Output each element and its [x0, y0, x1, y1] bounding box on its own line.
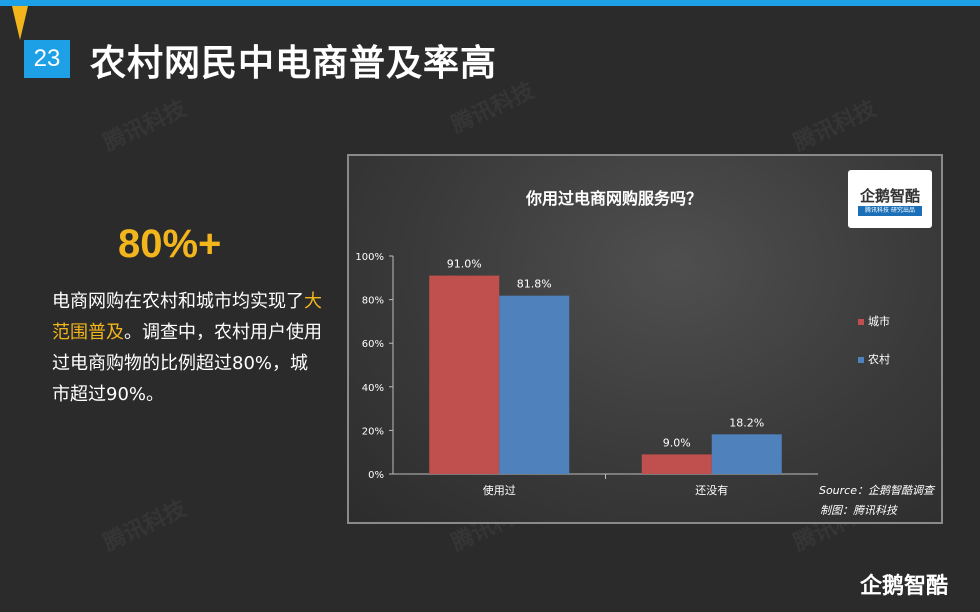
highlight-stat: 80%+: [118, 222, 222, 266]
description-text: 电商网购在农村和城市均实现了大范围普及。调查中，农村用户使用过电商购物的比例超过…: [52, 286, 322, 410]
bar: [499, 295, 570, 474]
x-tick-label: 使用过: [483, 484, 516, 497]
chart-title: 你用过电商网购服务吗？: [525, 189, 702, 208]
logo-sub-right: 研究出品: [890, 207, 915, 214]
legend-swatch: [858, 319, 864, 325]
top-accent-bar: [0, 0, 980, 6]
x-tick-label: 还没有: [695, 483, 728, 497]
bar: [641, 454, 712, 474]
data-label: 9.0%: [663, 436, 691, 449]
data-label: 18.2%: [729, 416, 764, 429]
description-part1: 电商网购在农村和城市均实现了: [52, 291, 304, 312]
legend-swatch: [858, 357, 864, 363]
logo-sub-left: 腾讯科技: [865, 207, 890, 214]
chart-source: Source：企鹅智酷调查: [819, 484, 936, 497]
data-label: 91.0%: [447, 258, 482, 271]
y-tick-label: 20%: [362, 426, 384, 437]
y-tick-label: 60%: [362, 339, 384, 350]
data-label: 81.8%: [517, 278, 552, 291]
brand-logo: [848, 170, 932, 228]
slide-title: 农村网民中电商普及率高: [90, 43, 498, 84]
footer-logo: 企鹅智酷: [860, 574, 949, 599]
y-tick-label: 40%: [362, 383, 384, 394]
legend-label: 农村: [868, 352, 890, 366]
logo-title: 企鹅智酷: [859, 187, 920, 205]
y-tick-label: 0%: [368, 470, 384, 481]
slide-number: 23: [24, 40, 70, 78]
bar: [429, 275, 500, 474]
logo-subtitle: 腾讯科技 研究出品: [858, 206, 922, 216]
bar: [711, 434, 782, 474]
chart-credit: 制图：腾讯科技: [820, 504, 899, 517]
legend-label: 城市: [868, 314, 890, 328]
description-highlight: 大范围普及: [52, 291, 322, 343]
y-tick-label: 100%: [355, 252, 384, 263]
y-tick-label: 80%: [362, 296, 384, 307]
corner-decoration: [12, 6, 28, 40]
description-part2: 。调查中，农村用户使用过电商购物的比例超过80%，城市超过90%。: [52, 322, 322, 405]
